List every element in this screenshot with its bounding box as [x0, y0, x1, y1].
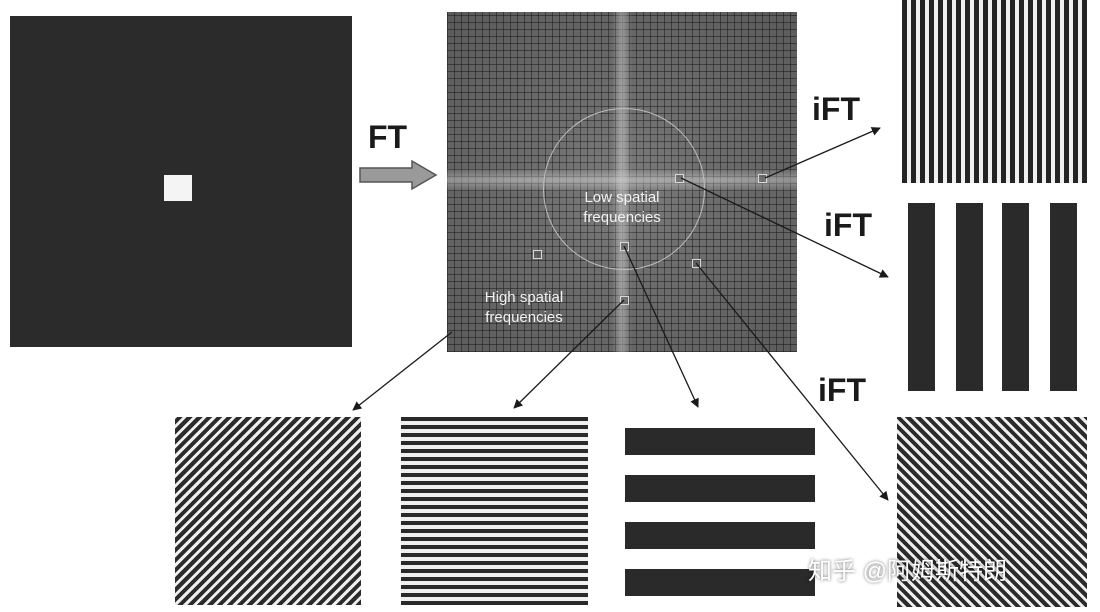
arrow-to-coarse-horizontal: [624, 246, 698, 407]
block-arrow-right-icon: [360, 161, 436, 189]
watermark: 知乎 @阿姆斯特朗: [808, 551, 1007, 586]
arrow-to-coarse-vertical: [681, 178, 888, 277]
arrow-to-fine-vertical: [765, 128, 880, 178]
arrow-to-diagonal-left: [353, 332, 452, 410]
arrow-to-fine-horizontal: [514, 300, 624, 408]
arrow-to-diagonal-right: [696, 263, 888, 500]
